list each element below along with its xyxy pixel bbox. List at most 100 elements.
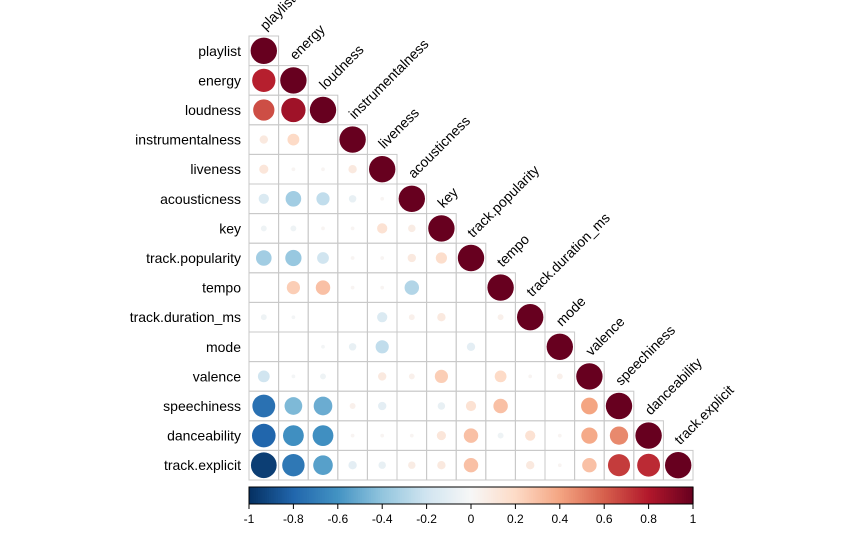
colorbar-segment — [468, 487, 472, 504]
colorbar-segment — [639, 487, 643, 504]
correlation-circle-key-key — [428, 215, 455, 242]
colorbar-segment — [655, 487, 659, 504]
colorbar-segment — [479, 487, 483, 504]
colorbar-segment — [513, 487, 516, 504]
correlation-circle-speechiness-liveness — [378, 401, 387, 411]
row-label: liveness — [190, 161, 241, 177]
colorbar-segment — [384, 487, 388, 504]
correlation-circle-key-liveness — [377, 223, 388, 234]
colorbar-segment — [411, 487, 414, 504]
correlation-circle-track-duration-ms-tempo — [497, 314, 504, 321]
colorbar-segment — [357, 487, 361, 504]
colorbar-segment — [486, 487, 490, 504]
correlation-circle-loudness-loudness — [309, 96, 337, 124]
colorbar-segment — [291, 487, 294, 504]
correlation-circle-liveness-playlist — [259, 164, 269, 174]
colorbar-segment — [510, 487, 514, 504]
correlation-circle-track-explicit-liveness — [378, 461, 386, 469]
correlation-circle-liveness-instrumentalness — [348, 165, 357, 174]
colorbar-segment — [590, 487, 594, 504]
correlation-circle-mode-mode — [546, 333, 573, 360]
colorbar-segment — [555, 487, 559, 504]
colorbar-segment — [564, 487, 568, 504]
grid-cell — [426, 272, 457, 303]
colorbar-segment — [515, 487, 519, 504]
colorbar-segment — [253, 487, 257, 504]
grid-cell — [337, 361, 368, 392]
colorbar-segment — [271, 487, 275, 504]
colorbar-segment — [673, 487, 676, 504]
correlation-circle-track-explicit-instrumentalness — [348, 461, 357, 470]
colorbar-segment — [550, 487, 554, 504]
correlation-circle-danceability-liveness — [380, 433, 385, 438]
grid-cell — [662, 449, 694, 481]
colorbar-segment — [351, 487, 354, 504]
correlation-circle-speechiness-speechiness — [605, 392, 633, 420]
colorbar-tick-label: -0.8 — [283, 512, 304, 526]
colorbar-segment — [690, 487, 694, 504]
colorbar-segment — [337, 487, 341, 504]
colorbar-segment — [435, 487, 439, 504]
colorbar-segment — [630, 487, 634, 504]
colorbar-segment — [362, 487, 366, 504]
colorbar-segment — [613, 487, 616, 504]
correlation-circle-mode-liveness — [375, 340, 389, 354]
colorbar-segment — [635, 487, 639, 504]
colorbar-segment — [473, 487, 477, 504]
correlation-circle-key-acousticness — [408, 224, 416, 233]
colorbar-segment — [517, 487, 521, 504]
colorbar-segment — [402, 487, 405, 504]
correlation-circle-track-duration-ms-energy — [291, 315, 296, 320]
colorbar-segment — [519, 487, 523, 504]
colorbar-segment — [417, 487, 421, 504]
correlation-circle-tempo-energy — [286, 281, 300, 295]
colorbar-segment — [260, 487, 263, 504]
colorbar-segment — [524, 487, 528, 504]
colorbar-segment — [684, 487, 687, 504]
correlation-circle-valence-loudness — [320, 373, 326, 380]
correlation-circle-speechiness-tempo — [493, 398, 508, 414]
grid-cell — [248, 331, 280, 363]
correlation-circle-track-explicit-track-explicit — [665, 452, 692, 479]
colorbar-segment — [424, 487, 428, 504]
colorbar-segment — [264, 487, 268, 504]
colorbar-segment — [653, 487, 656, 504]
colorbar-segment — [268, 487, 272, 504]
colorbar-segment — [284, 487, 288, 504]
colorbar-segment — [471, 487, 474, 504]
colorbar-segment — [664, 487, 667, 504]
correlation-circle-track-explicit-speechiness — [607, 454, 631, 477]
colorbar-segment — [249, 487, 252, 504]
correlation-circle-mode-loudness — [321, 344, 325, 349]
colorbar-segment — [661, 487, 665, 504]
colorbar-tick-label: -0.4 — [372, 512, 393, 526]
colorbar-segment — [386, 487, 390, 504]
correlation-circle-track-popularity-track-popularity — [457, 244, 485, 272]
colorbar-segment — [668, 487, 672, 504]
row-label: danceability — [167, 428, 241, 444]
colorbar-segment — [360, 487, 363, 504]
colorbar-segment — [388, 487, 392, 504]
correlation-circle-track-explicit-mode — [557, 463, 562, 468]
colorbar-segment — [459, 487, 463, 504]
row-label: tempo — [202, 280, 241, 296]
column-label: liveness — [375, 104, 422, 151]
colorbar-segment — [426, 487, 430, 504]
colorbar-segment — [548, 487, 552, 504]
colorbar-segment — [650, 487, 654, 504]
colorbar-segment — [544, 487, 548, 504]
correlation-circle-track-explicit-acousticness — [408, 461, 416, 469]
colorbar-segment — [273, 487, 277, 504]
colorbar-segment — [391, 487, 394, 504]
column-label: speechiness — [612, 322, 678, 388]
correlation-circle-energy-energy — [280, 67, 307, 94]
colorbar-segment — [451, 487, 454, 504]
colorbar-segment — [328, 487, 332, 504]
colorbar-segment — [657, 487, 661, 504]
correlation-circle-tempo-acousticness — [404, 280, 420, 295]
colorbar-segment — [604, 487, 608, 504]
correlation-circle-track-explicit-valence — [582, 457, 597, 473]
correlation-circle-valence-track-duration-ms — [528, 374, 533, 379]
colorbar-segment — [406, 487, 410, 504]
